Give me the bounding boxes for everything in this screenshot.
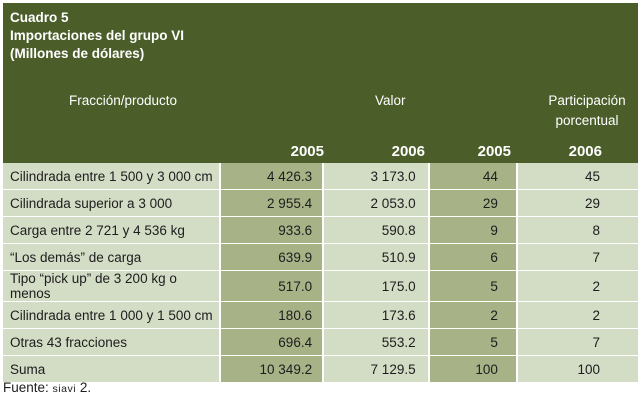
header-year-value-2006: 2006 — [391, 143, 425, 160]
source-name: siavi — [52, 383, 77, 395]
share-2005-cell: 5 — [427, 271, 516, 302]
value-2005-cell: 517.0 — [219, 271, 323, 302]
table-unit: (Millones de dólares) — [10, 46, 145, 61]
value-2006-cell: 2 053.0 — [322, 190, 428, 217]
source-note: Fuente: siavi 2. — [3, 380, 91, 395]
value-2006-cell: 175.0 — [322, 271, 428, 302]
product-cell: “Los demás” de carga — [3, 244, 220, 271]
share-2006-cell: 2 — [515, 302, 638, 329]
value-2006-cell: 553.2 — [322, 329, 428, 356]
share-2005-cell: 5 — [427, 329, 516, 356]
table-row: Otras 43 fracciones 696.4 553.2 5 7 — [3, 329, 638, 356]
share-2006-cell: 45 — [515, 163, 638, 190]
table-title: Importaciones del grupo VI — [10, 28, 185, 43]
value-2006-cell: 7 129.5 — [322, 356, 428, 383]
product-cell: Suma — [3, 356, 220, 383]
share-2006-cell: 7 — [515, 244, 638, 271]
source-suffix: 2. — [79, 380, 92, 395]
table-header: Cuadro 5 Importaciones del grupo VI (Mil… — [3, 3, 638, 163]
table-row: Suma 10 349.2 7 129.5 100 100 — [3, 356, 638, 383]
table-row: “Los demás” de carga 639.9 510.9 6 7 — [3, 244, 638, 271]
product-cell: Carga entre 2 721 y 4 536 kg — [3, 217, 220, 244]
share-2006-cell: 7 — [515, 329, 638, 356]
value-2005-cell: 696.4 — [219, 329, 323, 356]
share-2005-cell: 100 — [427, 356, 516, 383]
header-year-share-2006: 2006 — [568, 143, 602, 160]
header-share-line1: Participación — [548, 93, 626, 108]
value-2006-cell: 510.9 — [322, 244, 428, 271]
value-2005-cell: 2 955.4 — [219, 190, 323, 217]
share-2005-cell: 44 — [427, 163, 516, 190]
share-2006-cell: 8 — [515, 217, 638, 244]
table-number: Cuadro 5 — [10, 10, 69, 25]
table-row: Cilindrada entre 1 000 y 1 500 cm 180.6 17… — [3, 302, 638, 329]
value-2006-cell: 590.8 — [322, 217, 428, 244]
product-cell: Cilindrada superior a 3 000 — [3, 190, 220, 217]
header-year-value-2005: 2005 — [290, 143, 324, 160]
source-label: Fuente: — [3, 380, 49, 395]
share-2006-cell: 2 — [515, 271, 638, 302]
imports-table: Cuadro 5 Importaciones del grupo VI (Mil… — [3, 3, 638, 383]
share-2006-cell: 29 — [515, 190, 638, 217]
table-body: Cilindrada entre 1 500 y 3 000 cm 4 426.3… — [3, 163, 638, 383]
value-2005-cell: 4 426.3 — [219, 163, 323, 190]
value-2005-cell: 10 349.2 — [219, 356, 323, 383]
table-row: Cilindrada entre 1 500 y 3 000 cm 4 426.3… — [3, 163, 638, 190]
product-cell: Cilindrada entre 1 500 y 3 000 cm — [3, 163, 220, 190]
share-2006-cell: 100 — [515, 356, 638, 383]
table-row: Carga entre 2 721 y 4 536 kg 933.6 590.8 9 8 — [3, 217, 638, 244]
value-2006-cell: 3 173.0 — [322, 163, 428, 190]
header-year-share-2005: 2005 — [477, 143, 511, 160]
table-row: Cilindrada superior a 3 000 2 955.4 2 053.… — [3, 190, 638, 217]
header-value: Valor — [375, 93, 406, 108]
share-2005-cell: 9 — [427, 217, 516, 244]
value-2006-cell: 173.6 — [322, 302, 428, 329]
value-2005-cell: 933.6 — [219, 217, 323, 244]
product-cell: Otras 43 fracciones — [3, 329, 220, 356]
header-product: Fracción/producto — [69, 93, 178, 108]
table-row: Tipo “pick up” de 3 200 kg o menos 517.0 1… — [3, 271, 638, 302]
share-2005-cell: 2 — [427, 302, 516, 329]
share-2005-cell: 29 — [427, 190, 516, 217]
product-cell: Cilindrada entre 1 000 y 1 500 cm — [3, 302, 220, 329]
header-share-line2: porcentual — [555, 113, 619, 128]
value-2005-cell: 639.9 — [219, 244, 323, 271]
share-2005-cell: 6 — [427, 244, 516, 271]
value-2005-cell: 180.6 — [219, 302, 323, 329]
product-cell: Tipo “pick up” de 3 200 kg o menos — [3, 271, 220, 302]
